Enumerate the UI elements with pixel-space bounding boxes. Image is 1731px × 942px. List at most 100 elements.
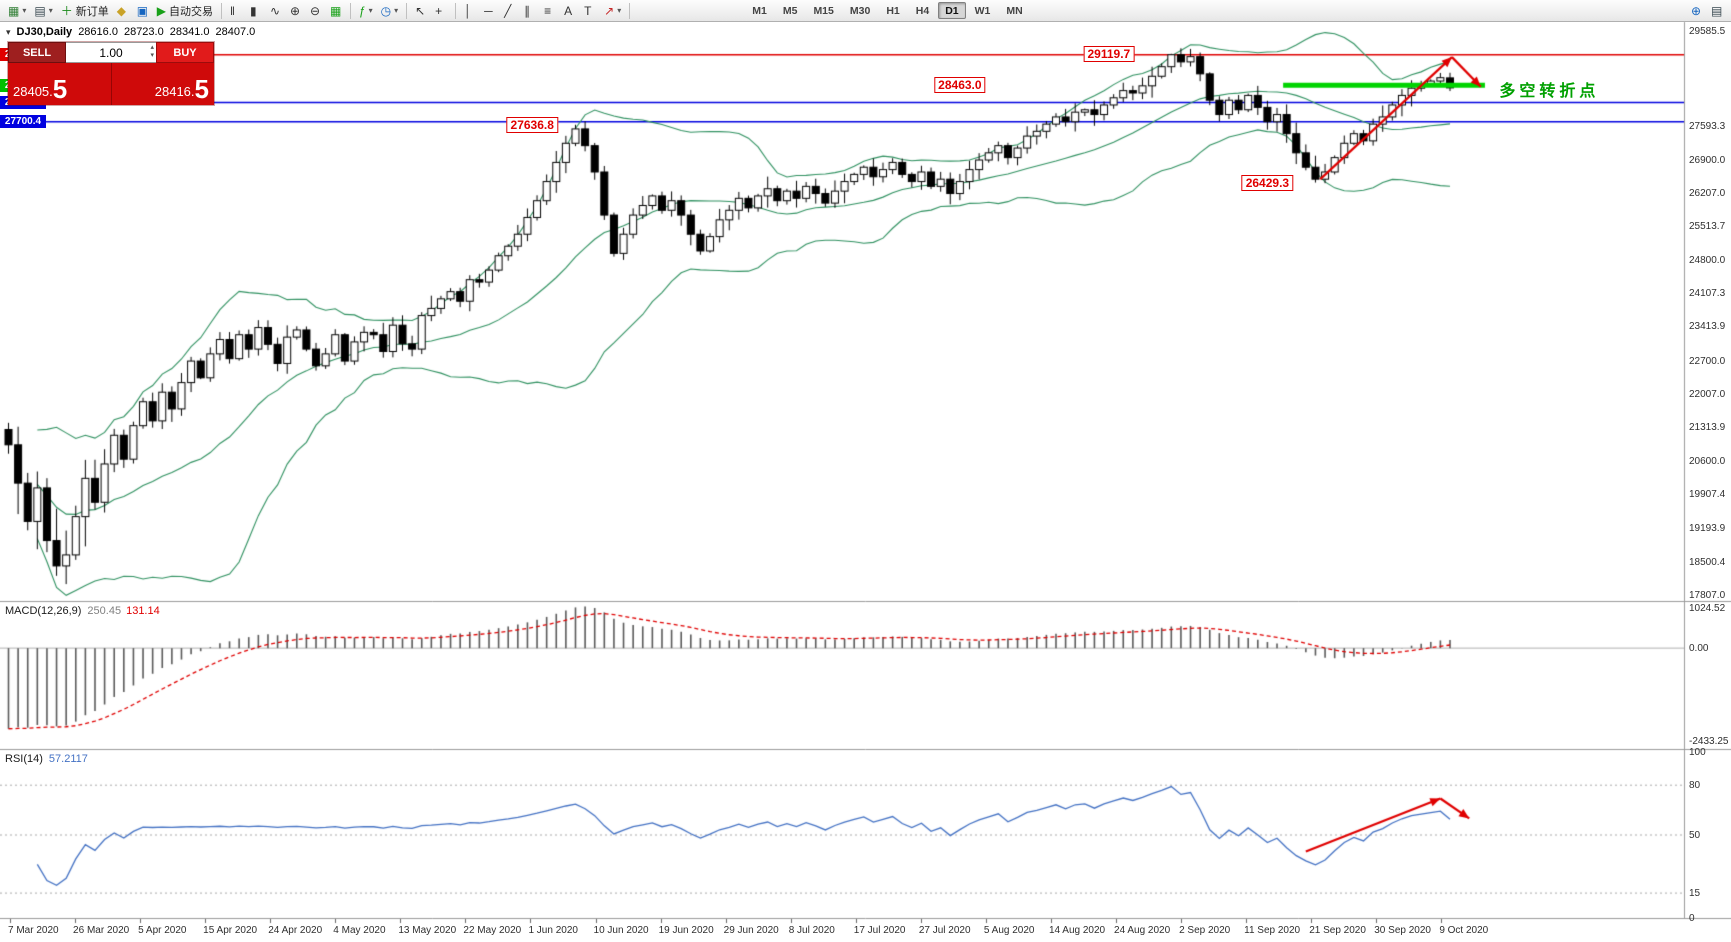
data-window-button[interactable]: ▣	[133, 2, 153, 20]
vertical-line-button[interactable]: │	[460, 2, 480, 20]
timeframe-h1[interactable]: H1	[879, 2, 906, 19]
rsi-indicator-header: RSI(14) 57.2117	[5, 753, 88, 765]
cursor-button[interactable]: ↖	[411, 2, 431, 20]
cursor-icon: ↖	[415, 3, 426, 18]
profiles-button[interactable]: ▤ ▾	[30, 2, 56, 20]
new-order-button[interactable]: ＋新订单	[57, 2, 113, 20]
sell-button[interactable]: SELL	[8, 42, 66, 63]
buy-price-big: 5	[194, 74, 209, 104]
data-window-icon: ▣	[136, 3, 149, 18]
low-value: 28341.0	[169, 26, 210, 38]
sell-price[interactable]: 28405. 5	[8, 63, 111, 105]
trendline-icon: ╱	[504, 3, 512, 18]
trade-panel-prices: 28405. 5 28416. 5	[8, 63, 214, 105]
text-label-icon: T	[584, 3, 592, 18]
print-icon: ▤	[1711, 3, 1723, 18]
indicators-icon: ƒ	[358, 3, 366, 18]
sell-price-big: 5	[52, 74, 68, 104]
autotrading-icon: ▶	[156, 3, 166, 18]
new-chart-icon: ▦	[8, 3, 20, 18]
line-chart-button[interactable]: ∿	[266, 2, 286, 20]
horizontal-line-icon: ─	[484, 3, 493, 18]
timeframe-m1[interactable]: M1	[745, 2, 774, 19]
indicators-button[interactable]: ƒ ▾	[355, 2, 377, 20]
rsi-value: 57.2117	[48, 753, 88, 765]
toolbar-separator	[349, 2, 351, 19]
bar-chart-button[interactable]: ‖	[226, 2, 246, 20]
tile-windows-button[interactable]: ▦	[326, 2, 346, 20]
timeframe-m15[interactable]: M15	[806, 2, 840, 19]
autotrading-button[interactable]: ▶ 自动交易	[153, 2, 217, 20]
trade-panel-toggle-icon[interactable]: ▾	[6, 26, 11, 37]
volume-decrease-icon[interactable]: ▾	[150, 52, 154, 59]
crosshair-icon: +	[435, 3, 443, 18]
main-toolbar: ▦ ▾ ▤ ▾ ＋新订单 ◆ ▣ ▶ 自动交易 ‖ ▮ ∿ ⊕ ⊖ ▦ ƒ ▾ ◷ ▾ ↖ + │ ─ ╱ ∥ ≡ A T ↗ ▾ M1 M…	[0, 0, 1731, 22]
toolbar-separator	[220, 2, 222, 19]
toolbar-separator	[406, 2, 408, 19]
volume-spinner: ▴ ▾	[150, 44, 154, 60]
zoom-in-icon: ⊕	[289, 3, 301, 18]
timeframe-m30[interactable]: M30	[843, 2, 877, 19]
zoom-tool-button[interactable]: ⊕	[1687, 2, 1707, 20]
toolbar-group-right: ⊕ ▤	[1687, 2, 1727, 20]
timeframe-d1[interactable]: D1	[938, 2, 966, 19]
candlestick-chart-button[interactable]: ▮	[246, 2, 266, 20]
profiles-icon: ▤	[34, 3, 46, 18]
dropdown-arrow-icon: ▾	[22, 6, 27, 15]
high-value: 28723.0	[123, 26, 164, 38]
toolbar-group-left: ▦ ▾ ▤ ▾ ＋新订单 ◆ ▣ ▶ 自动交易 ‖ ▮ ∿ ⊕ ⊖ ▦ ƒ ▾ ◷ ▾ ↖ + │ ─ ╱ ∥ ≡ A T ↗ ▾	[4, 2, 634, 20]
zoom-in-button[interactable]: ⊕	[286, 2, 306, 20]
symbol-name: DJ30,Daily	[16, 26, 73, 38]
volume-field[interactable]: 1.00 ▴ ▾	[66, 42, 156, 63]
price-divider	[110, 63, 112, 105]
dropdown-arrow-icon: ▾	[394, 6, 399, 15]
channel-button[interactable]: ∥	[520, 2, 540, 20]
toolbar-button-label: 新订单	[75, 5, 109, 18]
crosshair-button[interactable]: +	[431, 2, 451, 20]
buy-price[interactable]: 28416. 5	[112, 63, 215, 105]
open-value: 28616.0	[78, 26, 118, 38]
vertical-line-icon: │	[464, 3, 472, 18]
fibonacci-icon: ≡	[544, 3, 552, 18]
buy-button[interactable]: BUY	[156, 42, 214, 63]
macd-label: MACD(12,26,9)	[5, 605, 82, 617]
zoom-tool-icon: ⊕	[1691, 3, 1702, 18]
text-icon: A	[564, 3, 573, 18]
timeframe-m5[interactable]: M5	[776, 2, 805, 19]
dropdown-arrow-icon: ▾	[48, 6, 53, 15]
zoom-out-button[interactable]: ⊖	[306, 2, 326, 20]
metaeditor-icon: ◆	[116, 3, 126, 18]
channel-icon: ∥	[524, 3, 531, 18]
new-chart-button[interactable]: ▦ ▾	[4, 2, 30, 20]
line-chart-icon: ∿	[269, 3, 281, 18]
timeframe-w1[interactable]: W1	[968, 2, 998, 19]
periods-button[interactable]: ◷ ▾	[377, 2, 403, 20]
volume-increase-icon[interactable]: ▴	[150, 44, 154, 51]
text-label-button[interactable]: T	[580, 2, 600, 20]
macd-indicator-header: MACD(12,26,9) 250.45 131.14	[5, 605, 160, 617]
text-button[interactable]: A	[560, 2, 580, 20]
arrows-icon: ↗	[604, 3, 615, 18]
toolbar-separator	[629, 2, 631, 19]
macd-signal-value: 131.14	[126, 605, 160, 617]
volume-value: 1.00	[99, 45, 123, 60]
zoom-out-icon: ⊖	[309, 3, 321, 18]
trendline-button[interactable]: ╱	[500, 2, 520, 20]
timeframe-h4[interactable]: H4	[909, 2, 936, 19]
fibonacci-button[interactable]: ≡	[540, 2, 560, 20]
timeframe-toolbar: M1 M5 M15 M30 H1 H4 D1 W1 MN	[744, 2, 1030, 19]
print-button[interactable]: ▤	[1707, 2, 1727, 20]
timeframe-mn[interactable]: MN	[999, 2, 1029, 19]
metaeditor-button[interactable]: ◆	[113, 2, 133, 20]
one-click-trade-panel: SELL 1.00 ▴ ▾ BUY 28405. 5 28416. 5	[8, 42, 214, 105]
candlestick-chart-icon: ▮	[249, 3, 257, 18]
arrows-button[interactable]: ↗ ▾	[600, 2, 625, 20]
chart-ohlc-line: ▾ DJ30,Daily 28616.0 28723.0 28341.0 284…	[6, 26, 255, 38]
close-value: 28407.0	[215, 26, 256, 38]
trade-panel-controls: SELL 1.00 ▴ ▾ BUY	[8, 42, 214, 63]
horizontal-line-button[interactable]: ─	[480, 2, 500, 20]
sell-price-small: 28405.	[13, 84, 53, 99]
dropdown-arrow-icon: ▾	[368, 6, 373, 15]
